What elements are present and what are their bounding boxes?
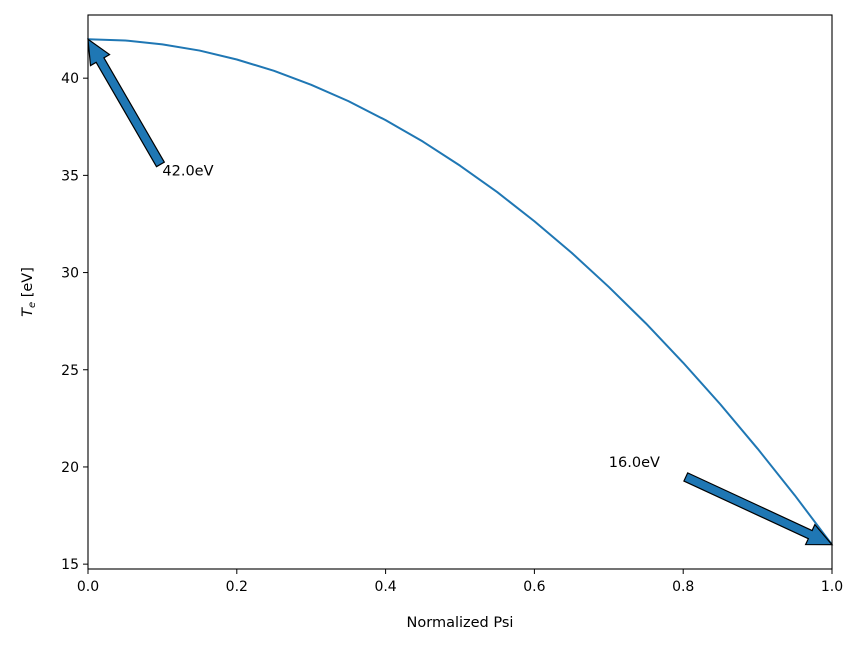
x-tick-label: 0.6 [523,579,545,595]
y-axis-label-unit: [eV] [20,267,36,302]
y-tick-label: 20 [61,460,79,476]
x-axis-label: Normalized Psi [407,615,514,631]
plot-frame [87,14,833,570]
y-tick-label: 15 [61,557,79,573]
annotation-arrow [683,472,834,546]
data-layer [87,38,833,546]
annotation-arrow [87,38,166,168]
x-tick-label: 0.4 [374,579,396,595]
annotation-layer: 42.0eV 16.0eV [87,38,834,546]
y-axis-label-symbol: T [20,307,36,317]
y-tick-label: 30 [61,266,79,282]
annotation-label: 42.0eV [162,163,213,179]
x-tick-label: 0.0 [77,579,99,595]
x-axis-ticks: 0.0 0.2 0.4 0.6 0.8 1.0 [77,569,843,595]
x-tick-label: 0.2 [226,579,248,595]
y-tick-label: 35 [61,168,79,184]
x-tick-label: 0.8 [672,579,694,595]
y-axis-ticks: 15 20 25 30 35 40 [61,71,88,573]
series-line [87,38,833,546]
y-axis-label-subscript: e [27,302,38,308]
annotation-label: 16.0eV [609,455,660,471]
x-tick-label: 1.0 [821,579,843,595]
y-tick-label: 25 [61,363,79,379]
y-tick-label: 40 [61,71,79,87]
y-axis-label: Te [eV] [20,267,38,317]
